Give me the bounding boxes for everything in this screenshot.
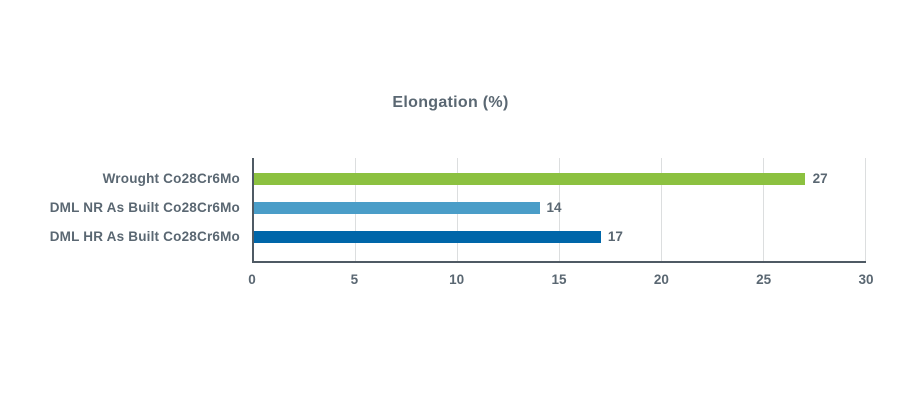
x-tick-label: 5 xyxy=(350,272,359,287)
category-label: Wrought Co28Cr6Mo xyxy=(102,171,240,186)
bar xyxy=(254,202,540,214)
category-label: DML NR As Built Co28Cr6Mo xyxy=(49,200,240,215)
bar xyxy=(254,231,601,243)
gridline xyxy=(865,158,866,261)
x-tick-label: 15 xyxy=(551,272,567,287)
bar-value-label: 27 xyxy=(812,171,828,186)
x-tick-label: 10 xyxy=(449,272,465,287)
plot-area xyxy=(252,158,866,263)
bar-value-label: 14 xyxy=(546,200,562,215)
x-tick-label: 30 xyxy=(858,272,874,287)
gridline xyxy=(660,158,662,261)
bar-value-label: 17 xyxy=(607,229,623,244)
x-tick-label: 0 xyxy=(248,272,256,287)
chart-title: Elongation (%) xyxy=(392,94,509,111)
x-tick-label: 25 xyxy=(756,272,772,287)
category-label: DML HR As Built Co28Cr6Mo xyxy=(49,229,240,244)
gridline xyxy=(763,158,764,261)
gridline xyxy=(559,158,560,261)
x-tick-label: 20 xyxy=(653,272,669,287)
bar xyxy=(254,173,805,185)
